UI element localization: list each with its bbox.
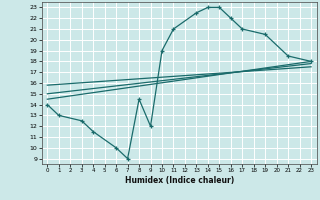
X-axis label: Humidex (Indice chaleur): Humidex (Indice chaleur): [124, 176, 234, 185]
